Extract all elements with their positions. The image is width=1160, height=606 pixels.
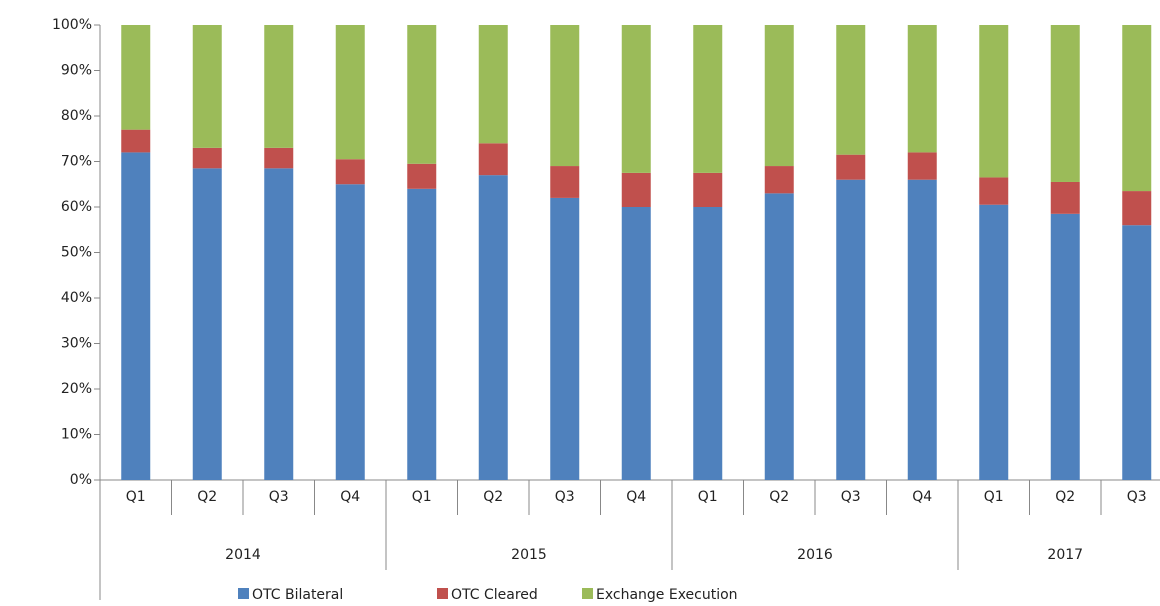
bar-segment: [836, 154, 866, 180]
y-tick-label: 0%: [70, 472, 92, 488]
bar-segment: [335, 184, 365, 480]
bar-segment: [693, 172, 723, 207]
bar-segment: [1050, 181, 1080, 214]
x-tick-label: Q3: [1127, 489, 1147, 505]
bar-segment: [693, 25, 723, 173]
bar-segment: [621, 25, 651, 173]
bar-segment: [621, 172, 651, 207]
bar-segment: [335, 25, 365, 160]
bar-segment: [907, 152, 937, 180]
y-tick-label: 100%: [52, 17, 92, 33]
bar-segment: [764, 25, 794, 167]
bar-segment: [693, 207, 723, 480]
bar-segment: [264, 168, 294, 480]
x-tick-label: Q3: [841, 489, 861, 505]
y-tick-label: 70%: [61, 154, 92, 170]
bar-segment: [407, 163, 437, 189]
bar-segment: [836, 179, 866, 480]
bar-segment: [764, 166, 794, 194]
bar-segment: [192, 147, 222, 169]
x-tick-label: Q2: [483, 489, 503, 505]
bar-segment: [550, 197, 580, 480]
bar-segment: [407, 188, 437, 481]
bar-segment: [979, 25, 1009, 178]
bar-segment: [192, 168, 222, 480]
bar-segment: [1122, 225, 1152, 480]
bar-segment: [121, 25, 151, 130]
bar-segment: [1122, 191, 1152, 226]
bar-segment: [264, 147, 294, 169]
bar-segment: [907, 25, 937, 153]
bar-segment: [979, 177, 1009, 205]
legend-swatch: [582, 588, 593, 599]
y-tick-label: 80%: [61, 108, 92, 124]
group-label: 2017: [1047, 547, 1083, 563]
bar-segment: [264, 25, 294, 148]
legend-label: OTC Cleared: [451, 587, 538, 603]
x-tick-label: Q4: [912, 489, 932, 505]
bar-segment: [478, 143, 508, 176]
legend-swatch: [238, 588, 249, 599]
bar-segment: [550, 25, 580, 167]
bar-segment: [335, 159, 365, 185]
x-tick-label: Q1: [126, 489, 146, 505]
x-tick-label: Q3: [555, 489, 575, 505]
group-label: 2016: [797, 547, 833, 563]
group-label: 2015: [511, 547, 547, 563]
legend-label: Exchange Execution: [596, 587, 738, 603]
legend-swatch: [437, 588, 448, 599]
bar-segment: [764, 193, 794, 480]
x-tick-label: Q1: [984, 489, 1004, 505]
x-tick-label: Q2: [769, 489, 789, 505]
group-label: 2014: [225, 547, 261, 563]
y-tick-label: 20%: [61, 381, 92, 397]
y-tick-label: 30%: [61, 336, 92, 352]
y-tick-label: 60%: [61, 199, 92, 215]
bar-segment: [907, 179, 937, 480]
y-tick-label: 90%: [61, 63, 92, 79]
x-tick-label: Q4: [626, 489, 646, 505]
bar-segment: [621, 207, 651, 480]
legend-label: OTC Bilateral: [252, 587, 343, 603]
y-tick-label: 40%: [61, 290, 92, 306]
bar-segment: [121, 152, 151, 480]
bar-segment: [550, 166, 580, 198]
x-tick-label: Q1: [412, 489, 432, 505]
bar-segment: [192, 25, 222, 148]
bar-segment: [1050, 25, 1080, 182]
bar-segment: [407, 25, 437, 164]
x-tick-label: Q2: [1055, 489, 1075, 505]
bar-segment: [1050, 213, 1080, 480]
bar-segment: [478, 175, 508, 480]
y-tick-label: 50%: [61, 245, 92, 261]
bar-segment: [1122, 25, 1152, 192]
bar-segment: [121, 129, 151, 153]
x-tick-label: Q3: [269, 489, 289, 505]
y-tick-label: 10%: [61, 427, 92, 443]
x-tick-label: Q1: [698, 489, 718, 505]
bar-segment: [478, 25, 508, 144]
x-tick-label: Q4: [340, 489, 360, 505]
x-tick-label: Q2: [197, 489, 217, 505]
bar-segment: [836, 25, 866, 155]
bar-segment: [979, 204, 1009, 480]
